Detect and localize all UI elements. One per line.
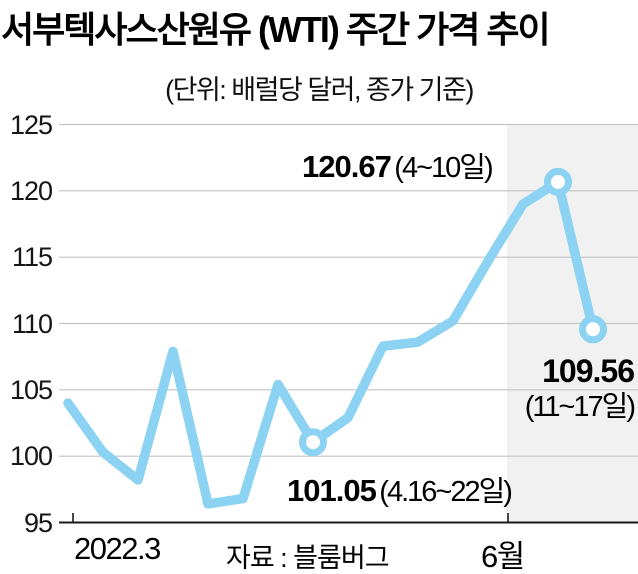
annotation-low-value: 101.05 — [287, 473, 377, 508]
price-line — [63, 177, 598, 509]
page-title: 서부텍사스산원유 (WTI) 주간 가격 추이 — [1, 9, 551, 50]
y-tick-label-95: 95 — [23, 507, 53, 538]
data-point-marker-109.56 — [579, 315, 607, 344]
annotation-low-period: (4.16~22일) — [379, 476, 513, 508]
data-point-marker-120.67 — [544, 167, 572, 196]
y-tick-label-105: 105 — [9, 374, 53, 405]
data-point-marker-101.05 — [299, 428, 327, 457]
y-tick-label-100: 100 — [9, 441, 53, 472]
annotation-peak: 120.67 (4~10일) — [302, 144, 494, 186]
annotation-low: 101.05 (4.16~22일) — [287, 468, 513, 510]
annotation-last: 109.56 (11~17일) — [524, 352, 636, 425]
chart-unit-subtitle: (단위: 배럴당 달러, 종가 기준) — [165, 75, 474, 105]
y-tick-label-120: 120 — [9, 175, 53, 206]
x-axis-label-june: 6월 — [481, 539, 525, 574]
annotation-last-value: 109.56 — [542, 353, 635, 389]
y-tick-label-125: 125 — [9, 109, 53, 140]
annotation-peak-period: (4~10일) — [394, 152, 493, 184]
x-axis-label-march: 2022.3 — [74, 531, 161, 566]
y-tick-label-110: 110 — [11, 308, 53, 339]
y-tick-label-115: 115 — [11, 242, 53, 273]
annotation-last-period: (11~17일) — [524, 391, 636, 423]
source-credit: 자료 : 블룸버그 — [226, 543, 390, 573]
annotation-peak-value: 120.67 — [302, 149, 392, 184]
